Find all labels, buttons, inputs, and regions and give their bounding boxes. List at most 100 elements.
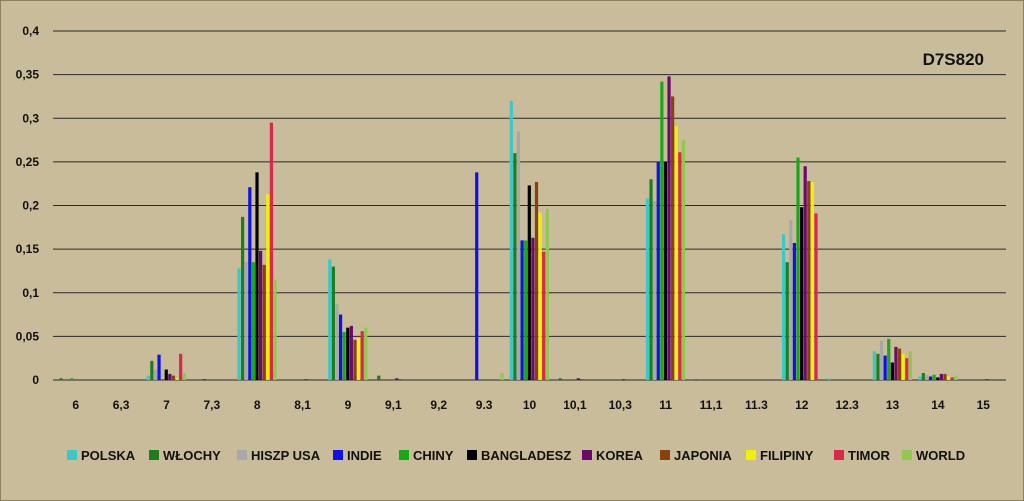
bar xyxy=(925,374,929,380)
bar xyxy=(660,81,664,380)
x-tick-label: 15 xyxy=(977,398,991,412)
y-axis: 0 0,05 0,1 0,15 0,2 0,25 0,3 0,35 0,4 xyxy=(16,24,40,387)
bar xyxy=(918,376,922,380)
bar xyxy=(894,346,898,380)
bar xyxy=(346,327,350,380)
bar xyxy=(342,332,346,380)
bar xyxy=(349,325,353,380)
x-tick-label: 13 xyxy=(886,398,900,412)
bar xyxy=(202,379,207,380)
x-tick-label: 11.3 xyxy=(745,398,768,412)
bar xyxy=(622,379,626,380)
bar xyxy=(799,207,804,380)
bar xyxy=(558,378,562,380)
y-tick-label: 0,2 xyxy=(22,199,39,213)
bar xyxy=(671,96,675,380)
bar xyxy=(475,172,479,380)
bar xyxy=(164,369,168,380)
bar xyxy=(331,266,335,380)
bar xyxy=(542,251,546,380)
bar xyxy=(328,259,332,380)
x-tick-label: 9 xyxy=(345,398,352,412)
legend-label: HISZP USA xyxy=(251,448,321,463)
bar xyxy=(364,327,368,380)
x-tick-label: 6,3 xyxy=(113,398,130,412)
legend-label: KOREA xyxy=(596,448,644,463)
y-tick-label: 0,25 xyxy=(16,155,40,169)
x-tick-label: 9,1 xyxy=(385,398,402,412)
bar xyxy=(663,161,668,380)
bar xyxy=(395,378,399,380)
bar xyxy=(897,348,902,380)
bar xyxy=(509,100,513,381)
y-tick-label: 0,05 xyxy=(16,329,40,343)
x-tick-label: 8 xyxy=(254,398,261,412)
bar xyxy=(932,374,936,380)
bar xyxy=(531,237,535,380)
legend-swatch xyxy=(149,450,159,460)
bar xyxy=(946,376,951,380)
bar xyxy=(527,185,531,380)
bar xyxy=(950,377,954,380)
x-tick-label: 9.3 xyxy=(476,398,493,412)
bar xyxy=(534,181,539,380)
bar xyxy=(500,373,504,380)
bar xyxy=(796,157,800,380)
bar xyxy=(674,126,678,380)
legend-swatch xyxy=(399,450,409,460)
legend-label: INDIE xyxy=(347,448,382,463)
bar xyxy=(353,339,357,380)
bar xyxy=(182,373,186,380)
legend-label: CHINY xyxy=(413,448,454,463)
y-tick-label: 0,1 xyxy=(22,286,39,300)
x-tick-label: 11 xyxy=(659,398,672,412)
bars xyxy=(59,76,989,381)
y-tick-label: 0,15 xyxy=(16,242,40,256)
bar xyxy=(649,179,653,380)
bar xyxy=(928,376,933,380)
bar xyxy=(879,340,884,380)
legend-swatch xyxy=(660,450,670,460)
bar xyxy=(667,76,671,381)
x-tick-label: 7 xyxy=(163,398,170,412)
bar xyxy=(356,338,361,380)
bar xyxy=(377,375,381,380)
legend-swatch xyxy=(467,450,477,460)
x-tick-label: 7,3 xyxy=(203,398,220,412)
legend-label: JAPONIA xyxy=(674,448,732,463)
x-tick-label: 10,1 xyxy=(563,398,587,412)
bar xyxy=(785,262,789,380)
bar xyxy=(827,378,831,380)
bar xyxy=(304,379,308,380)
legend-label: TIMOR xyxy=(848,448,890,463)
bar xyxy=(985,379,989,380)
bar xyxy=(157,354,161,380)
bar xyxy=(171,375,176,380)
bar xyxy=(179,353,183,380)
bar xyxy=(901,353,905,380)
bar xyxy=(936,377,940,380)
bar xyxy=(59,378,63,380)
x-tick-label: 12 xyxy=(795,398,809,412)
x-axis: 6 6,3 7 7,3 8 8,1 9 9,1 9,2 9.3 10 10,1 10,3 11 11,1 11… xyxy=(72,398,990,412)
bar xyxy=(338,314,343,380)
bar xyxy=(433,379,437,380)
bar xyxy=(876,353,880,380)
x-tick-label: 10 xyxy=(523,398,537,412)
bar xyxy=(781,234,786,380)
legend-swatch xyxy=(237,450,247,460)
legend-swatch xyxy=(67,450,77,460)
bar xyxy=(580,379,584,380)
bar xyxy=(694,379,699,380)
legend-swatch xyxy=(902,450,912,460)
bar xyxy=(175,378,179,380)
bar xyxy=(255,172,259,380)
bar xyxy=(259,250,263,380)
bar xyxy=(681,140,686,380)
bar xyxy=(653,201,657,380)
x-tick-label: 8,1 xyxy=(294,398,311,412)
bar xyxy=(872,351,876,380)
bar xyxy=(678,152,682,380)
bar xyxy=(262,264,266,380)
